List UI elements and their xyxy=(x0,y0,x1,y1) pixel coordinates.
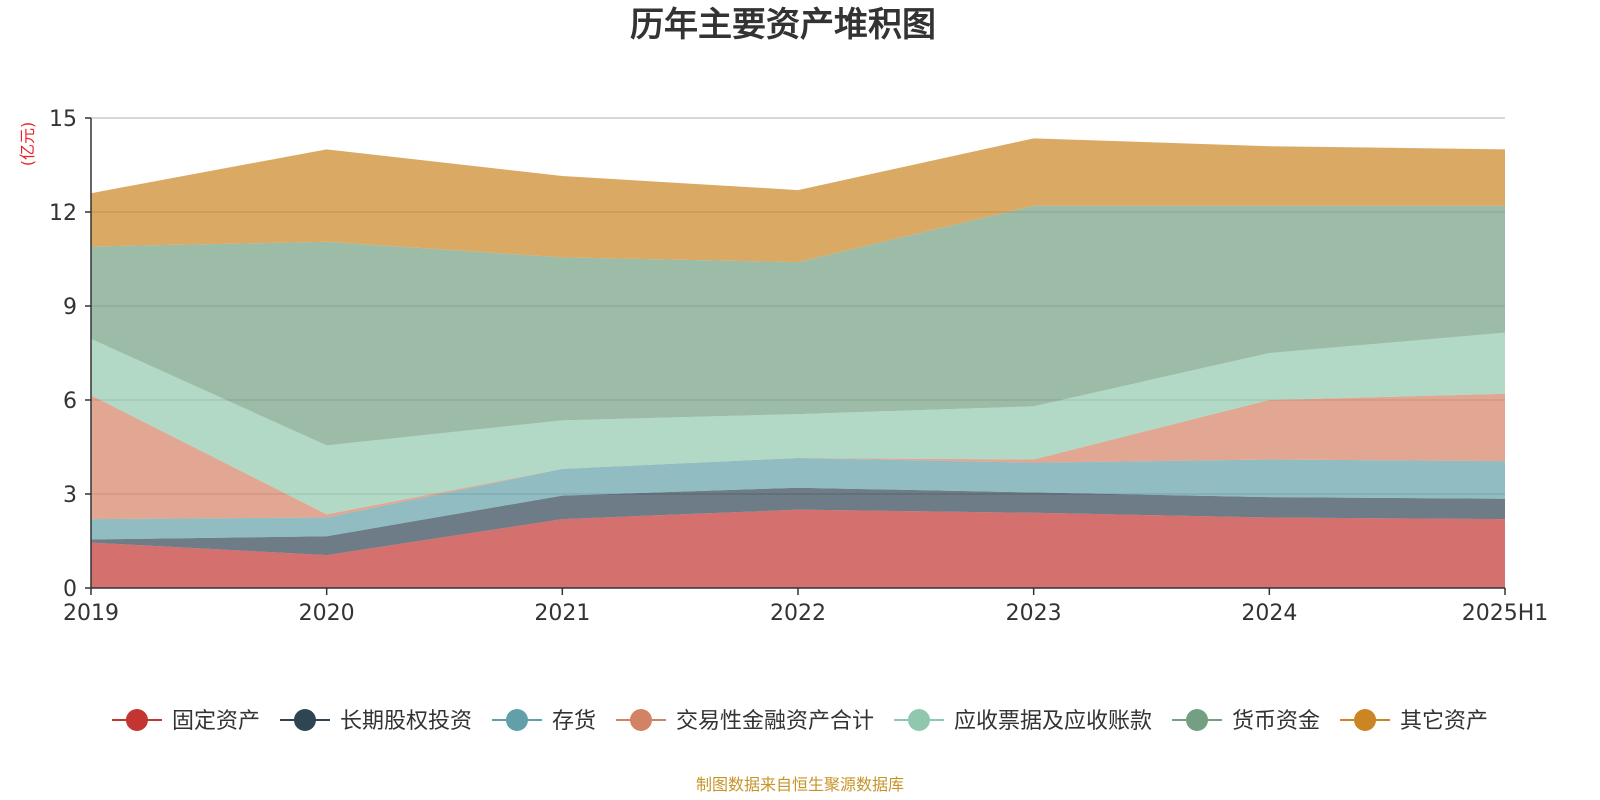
y-tick-label: 9 xyxy=(63,295,77,320)
legend-circle-symbol xyxy=(629,709,652,731)
area-series-1 xyxy=(91,509,1505,588)
legend-item-6[interactable]: 货币资金 xyxy=(1172,709,1320,734)
legend-item-1[interactable]: 固定资产 xyxy=(111,709,260,734)
legend-item-2[interactable]: 长期股权投资 xyxy=(279,709,472,734)
legend-label: 交易性金融资产合计 xyxy=(676,709,874,734)
area-series-5 xyxy=(91,332,1505,515)
area-series-7 xyxy=(91,138,1505,263)
chart-title: 历年主要资产堆积图 xyxy=(630,5,936,45)
y-tick-label: 3 xyxy=(63,483,77,508)
legend-label: 应收票据及应收账款 xyxy=(954,709,1152,734)
legend-label: 固定资产 xyxy=(172,709,260,734)
legend-label: 货币资金 xyxy=(1232,709,1320,734)
legend-label: 长期股权投资 xyxy=(340,709,472,734)
y-tick-label: 6 xyxy=(63,389,77,414)
legend-circle-symbol xyxy=(125,709,148,731)
legend: 固定资产 长期股权投资 存货 交易性金融资产合计 应收票据及应收账款 货币资金 其它资产 xyxy=(111,709,1488,734)
legend-label: 其它资产 xyxy=(1400,709,1488,734)
legend-circle-symbol xyxy=(293,709,316,731)
legend-item-7[interactable]: 其它资产 xyxy=(1340,709,1488,734)
legend-item-4[interactable]: 交易性金融资产合计 xyxy=(615,709,874,734)
x-tick-label: 2024 xyxy=(1241,601,1297,626)
legend-circle-symbol xyxy=(1186,709,1209,731)
area-series-3 xyxy=(91,457,1505,540)
x-tick-label: 2025H1 xyxy=(1462,601,1549,626)
legend-label: 存货 xyxy=(552,709,596,734)
x-tick-label: 2020 xyxy=(299,601,355,626)
y-tick-label: 15 xyxy=(49,107,77,132)
area-series-group xyxy=(91,138,1505,588)
axes: 0 3 6 9 12 15 2019 2020 2021 2022 2023 2024 2025H1 xyxy=(49,107,1548,626)
y-tick-label: 0 xyxy=(63,577,77,602)
y-tick-label: 12 xyxy=(49,201,77,226)
y-axis-unit-label: (亿元) xyxy=(18,122,37,167)
area-series-6 xyxy=(91,205,1505,446)
data-source-note: 制图数据来自恒生聚源数据库 xyxy=(696,775,904,794)
x-tick-label: 2022 xyxy=(770,601,826,626)
legend-circle-symbol xyxy=(505,709,528,731)
legend-item-3[interactable]: 存货 xyxy=(491,709,596,734)
area-series-2 xyxy=(91,487,1505,556)
x-tick-label: 2023 xyxy=(1006,601,1062,626)
x-tick-label: 2021 xyxy=(534,601,590,626)
legend-item-5[interactable]: 应收票据及应收账款 xyxy=(894,709,1152,734)
x-tick-label: 2019 xyxy=(63,601,119,626)
area-series-4 xyxy=(91,393,1505,520)
legend-circle-symbol xyxy=(908,709,931,731)
legend-circle-symbol xyxy=(1354,709,1377,731)
